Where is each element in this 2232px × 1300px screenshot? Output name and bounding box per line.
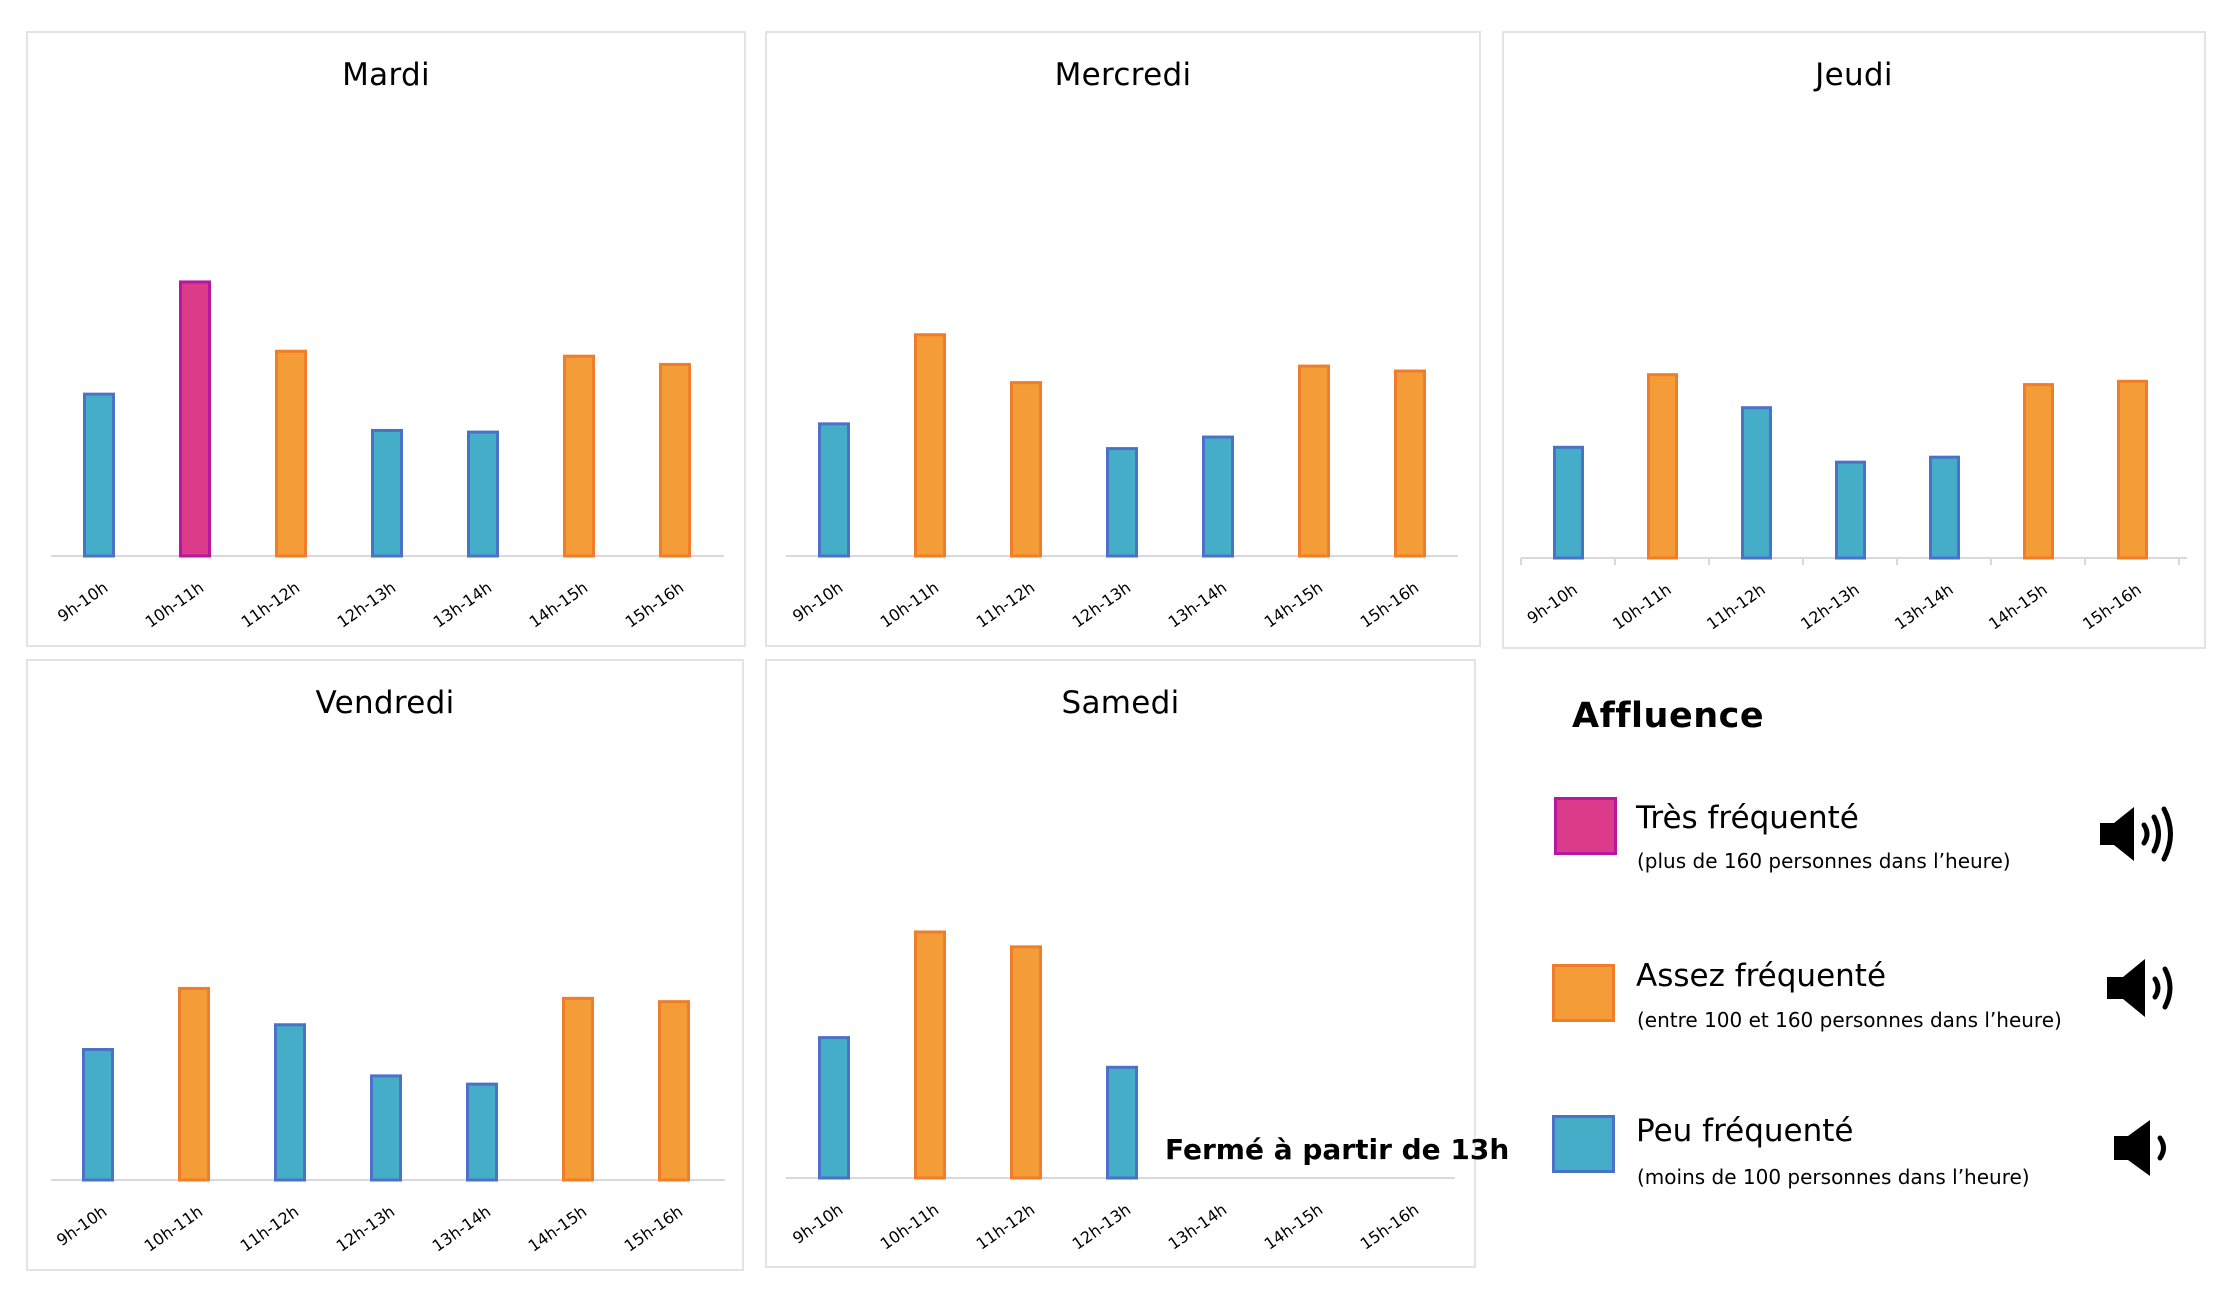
legend-title: Affluence bbox=[1572, 696, 1765, 736]
bar bbox=[1394, 369, 1426, 558]
chart-panel-samedi: Samedi 9h-10h 10h-11h 11h-12h 12h-13h 13h-14… bbox=[765, 659, 1509, 1268]
bar bbox=[818, 422, 850, 558]
x-tick-label: 13h-14h bbox=[1891, 580, 1957, 634]
bar-chart: 9h-10h 10h-11h 11h-12h 12h-13h 13h-14h 14h-15… bbox=[1520, 373, 2187, 634]
bar bbox=[1647, 373, 1678, 560]
bar bbox=[818, 1036, 850, 1180]
x-tick-label: 14h-15h bbox=[1261, 1200, 1327, 1254]
speaker-loud-icon bbox=[2100, 806, 2173, 862]
bar bbox=[370, 1074, 402, 1182]
bar-chart: 9h-10h 10h-11h 11h-12h 12h-13h 13h-14h 14h-15… bbox=[786, 930, 1455, 1254]
x-tick-label: 9h-10h bbox=[789, 1200, 846, 1248]
chart-panel-jeudi: Jeudi 9h-10h 10h-11h 11h-12h 12h-13h 13h-14h… bbox=[1502, 31, 2206, 649]
bar bbox=[659, 362, 691, 558]
bar bbox=[466, 1082, 498, 1182]
bar bbox=[83, 392, 115, 558]
x-tick-label: 11h-12h bbox=[238, 578, 304, 632]
bar bbox=[179, 280, 211, 558]
x-tick-label: 15h-16h bbox=[621, 1202, 687, 1256]
x-tick-label: 12h-13h bbox=[1797, 580, 1863, 634]
chart-title: Vendredi bbox=[315, 685, 455, 721]
bar bbox=[1106, 1065, 1138, 1180]
bar bbox=[914, 333, 946, 558]
x-tick-label: 15h-16h bbox=[2079, 580, 2145, 634]
bar bbox=[1106, 447, 1138, 558]
bar bbox=[2117, 379, 2148, 560]
legend-label: Peu fréquenté bbox=[1636, 1113, 1854, 1149]
x-tick-label: 12h-13h bbox=[1069, 1200, 1135, 1254]
bar bbox=[1553, 445, 1584, 560]
bar bbox=[1835, 460, 1866, 560]
closed-annotation: Fermé à partir de 13h bbox=[1165, 1133, 1510, 1166]
chart-panel-mardi: Mardi 9h-10h 10h-11h 11h-12h 12h-13h 13h-14h… bbox=[26, 31, 746, 647]
x-tick-label: 9h-10h bbox=[789, 578, 846, 626]
x-tick-label: 12h-13h bbox=[1069, 578, 1135, 632]
bar bbox=[178, 986, 210, 1182]
legend-swatch-peu bbox=[1552, 1115, 1615, 1173]
x-tick-label: 10h-11h bbox=[877, 578, 943, 632]
x-tick-label: 10h-11h bbox=[141, 1202, 207, 1256]
legend-detail: (entre 100 et 160 personnes dans l’heure… bbox=[1637, 1008, 2062, 1032]
bar bbox=[1010, 381, 1042, 558]
legend-detail: (moins de 100 personnes dans l’heure) bbox=[1637, 1165, 2030, 1189]
x-tick-label: 13h-14h bbox=[1165, 578, 1231, 632]
x-tick-label: 13h-14h bbox=[430, 578, 496, 632]
bar-chart: 9h-10h 10h-11h 11h-12h 12h-13h 13h-14h 14h-15… bbox=[51, 280, 724, 632]
x-tick-label: 11h-12h bbox=[1703, 580, 1769, 634]
bar bbox=[82, 1048, 114, 1182]
legend-label: Très fréquenté bbox=[1636, 800, 1859, 836]
legend-swatch-tres bbox=[1554, 797, 1617, 855]
x-tick-label: 13h-14h bbox=[429, 1202, 495, 1256]
x-tick-label: 9h-10h bbox=[53, 1202, 110, 1250]
x-tick-label: 10h-11h bbox=[1609, 580, 1675, 634]
bar bbox=[2023, 383, 2054, 560]
bar bbox=[1741, 406, 1772, 560]
chart-title: Mardi bbox=[342, 57, 430, 93]
x-tick-label: 15h-16h bbox=[1357, 578, 1423, 632]
chart-title: Mercredi bbox=[1054, 57, 1192, 93]
legend-detail: (plus de 160 personnes dans l’heure) bbox=[1637, 849, 2011, 873]
bar-chart: 9h-10h 10h-11h 11h-12h 12h-13h 13h-14h 14h-15… bbox=[786, 333, 1458, 632]
x-tick-label: 11h-12h bbox=[237, 1202, 303, 1256]
bar bbox=[1929, 455, 1960, 560]
x-tick-label: 9h-10h bbox=[1524, 580, 1581, 628]
bar bbox=[371, 428, 403, 558]
chart-title: Jeudi bbox=[1815, 57, 1893, 93]
chart-panel-vendredi: Vendredi 9h-10h 10h-11h 11h-12h 12h-13h 13h-… bbox=[26, 659, 744, 1271]
bar bbox=[658, 1000, 690, 1182]
x-tick-label: 14h-15h bbox=[1985, 580, 2051, 634]
bar bbox=[1298, 364, 1330, 558]
x-tick-label: 12h-13h bbox=[333, 1202, 399, 1256]
speaker-medium-icon bbox=[2107, 959, 2173, 1017]
x-tick-label: 10h-11h bbox=[877, 1200, 943, 1254]
bar bbox=[274, 1023, 306, 1182]
legend-label: Assez fréquenté bbox=[1636, 958, 1887, 994]
x-tick-label: 9h-10h bbox=[54, 578, 111, 626]
x-tick-label: 13h-14h bbox=[1165, 1200, 1231, 1254]
x-tick-label: 15h-16h bbox=[622, 578, 688, 632]
bar bbox=[1202, 435, 1234, 558]
bar bbox=[563, 354, 595, 558]
bar bbox=[914, 930, 946, 1180]
x-tick-label: 12h-13h bbox=[334, 578, 400, 632]
bar bbox=[467, 430, 499, 558]
x-tick-label: 14h-15h bbox=[1261, 578, 1327, 632]
x-tick-label: 14h-15h bbox=[526, 578, 592, 632]
chart-title: Samedi bbox=[1061, 685, 1180, 721]
chart-panel-mercredi: Mercredi 9h-10h 10h-11h 11h-12h 12h-13h 13h-… bbox=[765, 31, 1481, 647]
x-tick-label: 11h-12h bbox=[973, 1200, 1039, 1254]
x-tick-label: 14h-15h bbox=[525, 1202, 591, 1256]
speaker-low-icon bbox=[2114, 1120, 2166, 1176]
bar bbox=[275, 349, 307, 558]
bar-chart: 9h-10h 10h-11h 11h-12h 12h-13h 13h-14h 14h-15… bbox=[51, 986, 725, 1256]
bar bbox=[1010, 945, 1042, 1180]
x-tick-label: 10h-11h bbox=[142, 578, 208, 632]
x-tick-label: 11h-12h bbox=[973, 578, 1039, 632]
bar bbox=[562, 996, 594, 1182]
legend-swatch-assez bbox=[1552, 964, 1615, 1022]
x-tick-label: 15h-16h bbox=[1357, 1200, 1423, 1254]
